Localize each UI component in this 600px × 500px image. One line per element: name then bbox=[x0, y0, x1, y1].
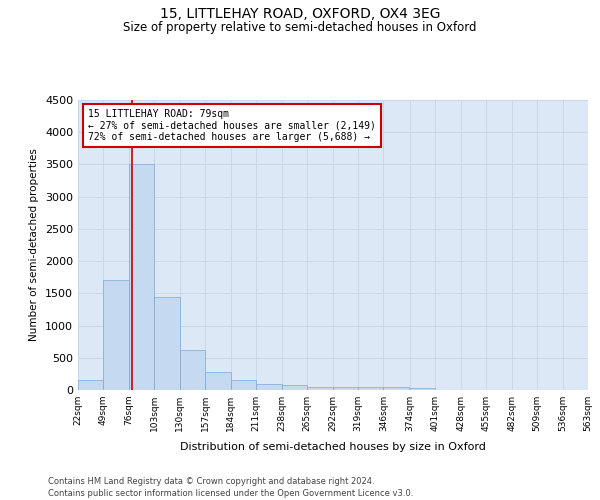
Y-axis label: Number of semi-detached properties: Number of semi-detached properties bbox=[29, 148, 40, 342]
Bar bbox=[180, 350, 205, 390]
Bar bbox=[103, 280, 129, 390]
Bar bbox=[78, 380, 103, 390]
Text: 15, LITTLEHAY ROAD, OXFORD, OX4 3EG: 15, LITTLEHAY ROAD, OXFORD, OX4 3EG bbox=[160, 8, 440, 22]
Bar bbox=[358, 388, 383, 390]
Text: 15 LITTLEHAY ROAD: 79sqm
← 27% of semi-detached houses are smaller (2,149)
72% o: 15 LITTLEHAY ROAD: 79sqm ← 27% of semi-d… bbox=[88, 108, 376, 142]
Bar bbox=[154, 296, 180, 390]
Bar bbox=[332, 387, 358, 390]
Bar bbox=[281, 385, 307, 390]
Text: Distribution of semi-detached houses by size in Oxford: Distribution of semi-detached houses by … bbox=[180, 442, 486, 452]
Bar bbox=[383, 388, 409, 390]
Bar bbox=[205, 372, 231, 390]
Bar bbox=[410, 388, 435, 390]
Text: Contains HM Land Registry data © Crown copyright and database right 2024.: Contains HM Land Registry data © Crown c… bbox=[48, 478, 374, 486]
Text: Size of property relative to semi-detached houses in Oxford: Size of property relative to semi-detach… bbox=[123, 21, 477, 34]
Bar bbox=[231, 380, 256, 390]
Bar bbox=[256, 384, 281, 390]
Text: Contains public sector information licensed under the Open Government Licence v3: Contains public sector information licen… bbox=[48, 489, 413, 498]
Bar bbox=[129, 164, 154, 390]
Bar bbox=[307, 387, 332, 390]
